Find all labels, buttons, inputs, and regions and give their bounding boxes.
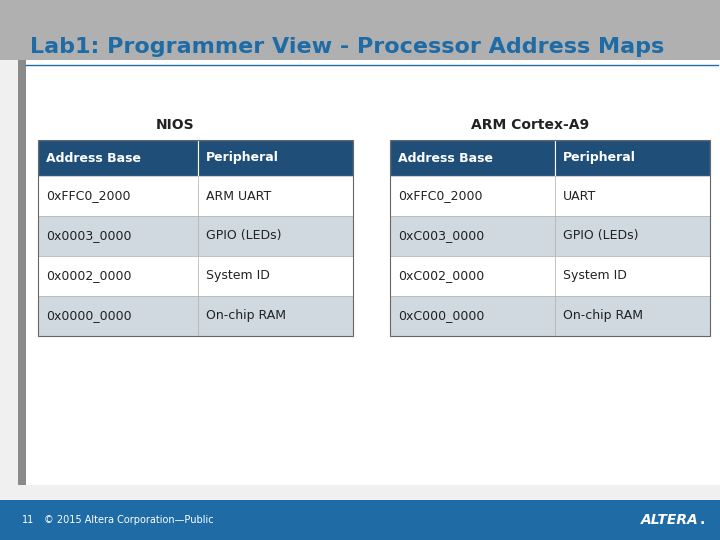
Text: NIOS: NIOS xyxy=(156,118,194,132)
Bar xyxy=(198,256,353,296)
Bar xyxy=(555,296,710,336)
Text: 0xFFC0_2000: 0xFFC0_2000 xyxy=(398,190,482,202)
Bar xyxy=(198,140,353,176)
Bar xyxy=(390,140,555,176)
Text: System ID: System ID xyxy=(563,269,627,282)
Text: ALTERA: ALTERA xyxy=(641,513,699,527)
Bar xyxy=(18,60,720,485)
Bar xyxy=(198,296,353,336)
Text: © 2015 Altera Corporation—Public: © 2015 Altera Corporation—Public xyxy=(44,515,214,525)
Text: Address Base: Address Base xyxy=(46,152,141,165)
Bar xyxy=(555,216,710,256)
Text: 0x0003_0000: 0x0003_0000 xyxy=(46,230,132,242)
Text: ARM UART: ARM UART xyxy=(206,190,271,202)
Text: 0xC003_0000: 0xC003_0000 xyxy=(398,230,485,242)
Bar xyxy=(390,140,710,336)
Text: Lab1: Programmer View - Processor Address Maps: Lab1: Programmer View - Processor Addres… xyxy=(30,37,665,57)
Bar xyxy=(390,176,555,216)
Text: 0xFFC0_2000: 0xFFC0_2000 xyxy=(46,190,130,202)
Bar xyxy=(555,176,710,216)
Bar xyxy=(38,216,198,256)
Text: GPIO (LEDs): GPIO (LEDs) xyxy=(563,230,639,242)
Text: System ID: System ID xyxy=(206,269,270,282)
Bar xyxy=(198,216,353,256)
Bar xyxy=(390,296,555,336)
Text: .: . xyxy=(700,513,706,527)
Bar xyxy=(38,140,198,176)
Text: 0x0002_0000: 0x0002_0000 xyxy=(46,269,132,282)
Bar xyxy=(38,176,198,216)
Bar xyxy=(38,256,198,296)
Text: 0x0000_0000: 0x0000_0000 xyxy=(46,309,132,322)
Bar xyxy=(0,0,720,60)
Text: 0xC002_0000: 0xC002_0000 xyxy=(398,269,485,282)
Text: 11: 11 xyxy=(22,515,35,525)
Text: Peripheral: Peripheral xyxy=(563,152,636,165)
Bar xyxy=(390,216,555,256)
Bar xyxy=(26,60,720,485)
Bar xyxy=(390,256,555,296)
Text: Peripheral: Peripheral xyxy=(206,152,279,165)
Text: On-chip RAM: On-chip RAM xyxy=(206,309,286,322)
Text: UART: UART xyxy=(563,190,596,202)
Text: On-chip RAM: On-chip RAM xyxy=(563,309,643,322)
Bar xyxy=(198,176,353,216)
Text: ARM Cortex-A9: ARM Cortex-A9 xyxy=(471,118,589,132)
Text: GPIO (LEDs): GPIO (LEDs) xyxy=(206,230,282,242)
Bar xyxy=(18,60,26,485)
Text: 0xC000_0000: 0xC000_0000 xyxy=(398,309,485,322)
Bar xyxy=(555,140,710,176)
Bar xyxy=(555,256,710,296)
Bar xyxy=(38,296,198,336)
Bar xyxy=(0,500,720,540)
Bar xyxy=(38,140,353,336)
Text: Address Base: Address Base xyxy=(398,152,493,165)
